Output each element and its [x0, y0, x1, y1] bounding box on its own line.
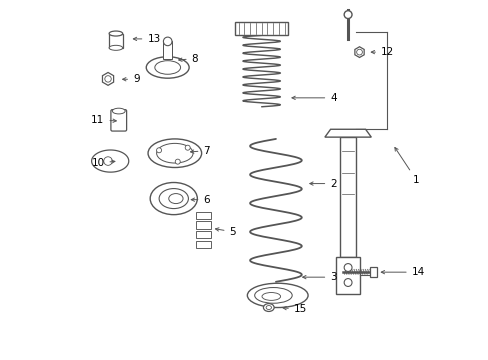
- Ellipse shape: [159, 189, 188, 208]
- Text: 11: 11: [91, 115, 116, 125]
- FancyBboxPatch shape: [335, 257, 360, 294]
- FancyBboxPatch shape: [369, 267, 376, 277]
- Text: 4: 4: [291, 93, 336, 103]
- Ellipse shape: [146, 57, 189, 78]
- Text: 10: 10: [91, 158, 115, 168]
- Ellipse shape: [168, 194, 183, 203]
- FancyBboxPatch shape: [196, 221, 210, 229]
- Polygon shape: [102, 72, 113, 85]
- Ellipse shape: [263, 303, 274, 311]
- Polygon shape: [91, 150, 128, 172]
- FancyBboxPatch shape: [196, 212, 210, 219]
- Circle shape: [356, 49, 362, 55]
- Text: 13: 13: [133, 34, 160, 44]
- Ellipse shape: [156, 143, 193, 163]
- Ellipse shape: [109, 45, 122, 50]
- Circle shape: [344, 264, 351, 271]
- Ellipse shape: [109, 31, 122, 36]
- FancyBboxPatch shape: [340, 137, 355, 257]
- Ellipse shape: [247, 283, 307, 307]
- Ellipse shape: [148, 139, 201, 167]
- Text: 14: 14: [381, 267, 424, 277]
- Circle shape: [344, 279, 351, 287]
- Circle shape: [104, 76, 111, 82]
- Polygon shape: [354, 47, 364, 58]
- Ellipse shape: [155, 61, 180, 74]
- Circle shape: [163, 37, 172, 46]
- FancyBboxPatch shape: [196, 231, 210, 238]
- Circle shape: [103, 157, 112, 165]
- Ellipse shape: [265, 306, 271, 310]
- Ellipse shape: [254, 288, 292, 303]
- Text: 15: 15: [283, 304, 306, 314]
- Text: 6: 6: [191, 195, 210, 204]
- Circle shape: [185, 145, 190, 150]
- Text: 1: 1: [394, 148, 419, 185]
- Text: 3: 3: [302, 272, 336, 282]
- Text: 2: 2: [309, 179, 336, 189]
- Ellipse shape: [262, 293, 280, 300]
- Polygon shape: [324, 129, 370, 137]
- Text: 7: 7: [190, 146, 210, 156]
- Ellipse shape: [150, 183, 197, 215]
- Text: 9: 9: [122, 74, 140, 84]
- FancyBboxPatch shape: [109, 33, 122, 48]
- FancyBboxPatch shape: [163, 41, 172, 59]
- Text: 8: 8: [178, 54, 198, 64]
- Circle shape: [175, 159, 180, 164]
- Text: 5: 5: [215, 227, 236, 237]
- FancyBboxPatch shape: [111, 110, 126, 131]
- Circle shape: [344, 11, 351, 18]
- FancyBboxPatch shape: [196, 241, 210, 248]
- Text: 12: 12: [370, 47, 393, 57]
- FancyBboxPatch shape: [235, 22, 287, 35]
- Circle shape: [156, 148, 161, 153]
- Ellipse shape: [112, 108, 125, 114]
